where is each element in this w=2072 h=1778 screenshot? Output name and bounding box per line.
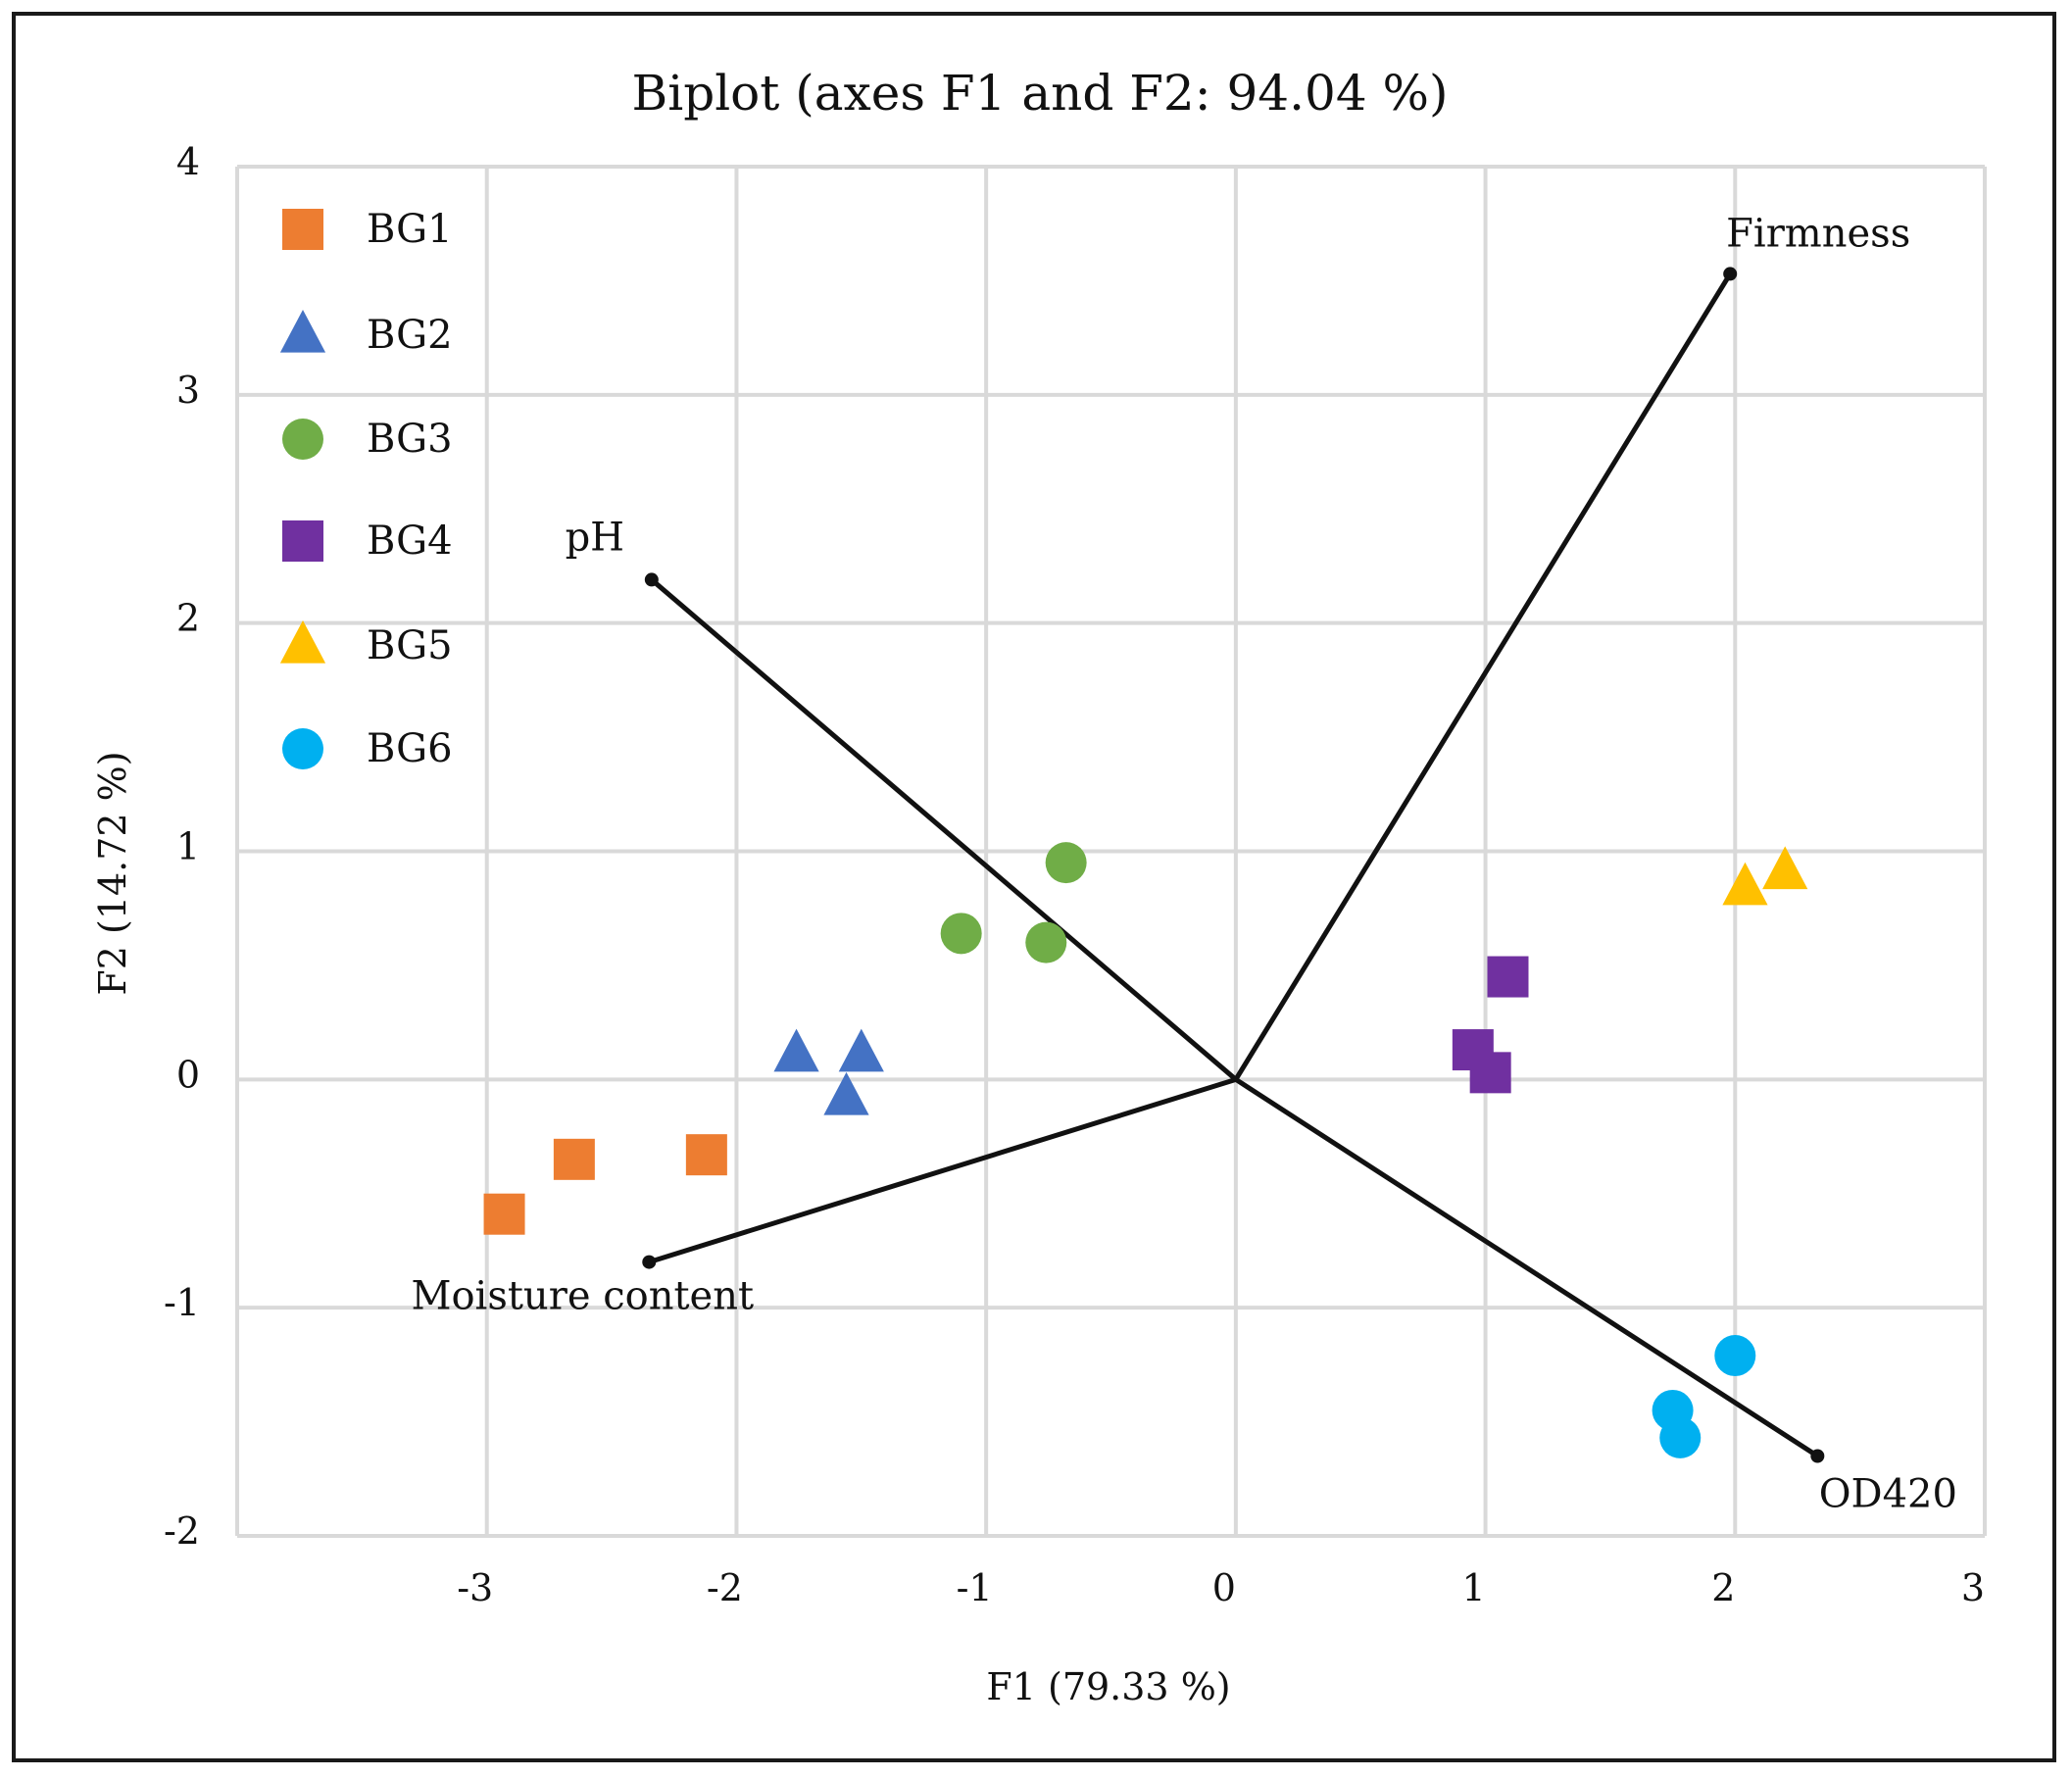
figure-frame: Biplot (axes F1 and F2: 94.04 %) -3 -2 -1 0… — [12, 12, 2056, 1762]
legend-marker-bg4 — [282, 520, 323, 562]
vector-ph — [650, 577, 1238, 1082]
point-bg1 — [685, 1134, 727, 1176]
tick-labels: -3 -2 -1 0 1 2 3 -2 -1 0 1 2 3 4 — [164, 140, 1985, 1609]
y-tick-label: -2 — [164, 1509, 200, 1553]
point-bg4 — [1469, 1052, 1511, 1094]
legend: BG1 BG2 BG3 BG4 BG5 BG6 — [279, 207, 453, 771]
legend-label-bg6: BG6 — [367, 726, 453, 771]
point-bg5 — [1722, 862, 1768, 906]
x-tick-label: 0 — [1212, 1566, 1236, 1609]
observation-points — [483, 842, 1808, 1458]
legend-label-bg3: BG3 — [367, 417, 453, 462]
x-tick-label: 1 — [1461, 1566, 1485, 1609]
x-axis-title: F1 (79.33 %) — [986, 1665, 1230, 1708]
point-bg1 — [483, 1193, 525, 1235]
vector-tip-moisture-content — [642, 1255, 657, 1269]
vector-tip-od420 — [1810, 1449, 1825, 1463]
legend-label-bg4: BG4 — [367, 519, 453, 564]
vector-od420 — [1234, 1077, 1819, 1458]
point-bg2 — [838, 1028, 884, 1072]
legend-label-bg1: BG1 — [367, 207, 453, 252]
point-bg1 — [553, 1138, 595, 1180]
point-bg4 — [1487, 956, 1529, 998]
x-tick-label: -2 — [707, 1566, 743, 1609]
point-bg3 — [1025, 921, 1067, 963]
x-tick-label: -3 — [457, 1566, 493, 1609]
y-tick-label: 2 — [176, 597, 200, 640]
grid — [235, 165, 1987, 1538]
vector-label-firmness: Firmness — [1726, 211, 1910, 256]
point-bg2 — [773, 1028, 819, 1072]
y-tick-label: 0 — [176, 1053, 200, 1096]
point-bg6 — [1714, 1335, 1756, 1377]
y-tick-label: 4 — [176, 140, 200, 183]
vector-moisture-content — [648, 1076, 1237, 1264]
legend-marker-bg3 — [282, 419, 323, 460]
legend-marker-bg1 — [282, 209, 323, 250]
point-bg2 — [823, 1071, 869, 1115]
y-tick-label: 1 — [176, 825, 200, 868]
x-tick-label: -1 — [957, 1566, 993, 1609]
biplot-chart: Biplot (axes F1 and F2: 94.04 %) -3 -2 -1 0… — [91, 65, 1987, 1708]
vector-tip-ph — [644, 572, 659, 587]
vector-tip-firmness — [1723, 267, 1738, 281]
vector-firmness — [1233, 272, 1733, 1081]
point-bg3 — [940, 913, 982, 955]
x-tick-label: 2 — [1711, 1566, 1735, 1609]
x-tick-label: 3 — [1961, 1566, 1985, 1609]
legend-marker-bg6 — [282, 728, 323, 769]
legend-label-bg5: BG5 — [367, 623, 453, 668]
vector-label-ph: pH — [566, 515, 625, 560]
point-bg5 — [1762, 846, 1808, 890]
variable-vectors: Firmness pH Moisture content OD420 — [412, 211, 1957, 1516]
legend-marker-bg5 — [279, 619, 326, 664]
y-tick-label: -1 — [164, 1281, 200, 1324]
y-axis-title: F2 (14.72 %) — [91, 751, 134, 995]
vector-label-moisture-content: Moisture content — [412, 1274, 755, 1319]
legend-label-bg2: BG2 — [367, 313, 453, 358]
y-tick-label: 3 — [176, 369, 200, 412]
vector-label-od420: OD420 — [1819, 1472, 1957, 1517]
legend-marker-bg2 — [279, 309, 326, 353]
point-bg6 — [1659, 1416, 1702, 1458]
point-bg3 — [1045, 842, 1087, 884]
chart-title: Biplot (axes F1 and F2: 94.04 %) — [631, 65, 1448, 122]
